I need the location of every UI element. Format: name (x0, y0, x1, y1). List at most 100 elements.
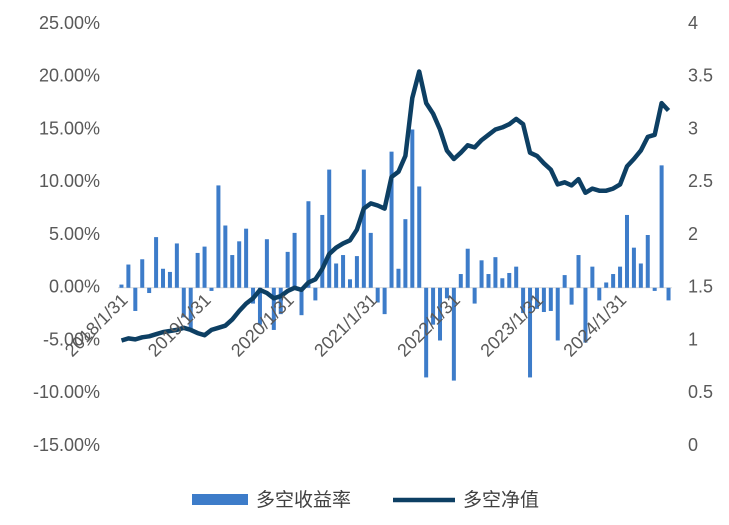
x-tick-label: 2020/1/31 (227, 290, 298, 361)
bar (507, 272, 512, 288)
bar (486, 274, 491, 288)
bar (271, 287, 276, 330)
bar (147, 287, 152, 294)
bar (618, 266, 623, 288)
bar (244, 228, 249, 288)
bar (382, 287, 387, 315)
y2-tick-label: 1.5 (688, 277, 713, 297)
bar (230, 255, 235, 288)
bar (188, 287, 193, 330)
bar (652, 287, 657, 291)
bar (327, 169, 332, 288)
bar (216, 185, 221, 288)
y-tick-label: 5.00% (49, 224, 100, 244)
legend-label: 多空收益率 (256, 489, 351, 511)
bar (285, 251, 290, 288)
bar (292, 232, 297, 288)
bar (611, 274, 616, 288)
bar (458, 274, 463, 288)
bar (361, 169, 366, 288)
bar (431, 287, 436, 325)
bar (451, 287, 456, 381)
y-tick-label: -15.00% (33, 435, 100, 455)
bar (202, 246, 207, 288)
bar (562, 275, 567, 288)
bar (403, 219, 408, 288)
bar (354, 256, 359, 288)
y2-tick-label: 3.5 (688, 66, 713, 86)
bar (389, 151, 394, 288)
line (120, 69, 671, 343)
y-tick-label: 0.00% (49, 277, 100, 297)
bar (174, 243, 179, 288)
y2-tick-label: 4 (688, 13, 698, 33)
x-tick-label: 2021/1/31 (310, 290, 381, 361)
bar (237, 241, 242, 288)
y2-tick-label: 2.5 (688, 171, 713, 191)
bar (590, 266, 595, 288)
bar (161, 268, 166, 288)
bar (597, 287, 602, 301)
bar (659, 165, 664, 288)
x-tick-label: 2019/1/31 (144, 290, 215, 361)
bar (133, 287, 138, 311)
bar (195, 252, 200, 288)
legend-swatch (192, 494, 248, 505)
bar (368, 232, 373, 288)
bar (264, 239, 269, 288)
bar (645, 235, 650, 288)
bar (126, 264, 131, 288)
bar (493, 257, 498, 288)
bar (140, 259, 145, 288)
bar (631, 247, 636, 288)
bar (534, 287, 539, 309)
bar (119, 284, 124, 288)
y-tick-label: -10.00% (33, 382, 100, 402)
y-tick-label: 20.00% (39, 66, 100, 86)
bar (306, 201, 311, 288)
bar (666, 287, 671, 301)
x-tick-label: 2023/1/31 (476, 290, 547, 361)
bar (569, 287, 574, 305)
bar (181, 287, 186, 318)
bar (479, 260, 484, 288)
y2-tick-label: 3 (688, 118, 698, 138)
bar (500, 278, 505, 288)
bar (472, 287, 477, 304)
bar (410, 129, 415, 288)
y2-tick-label: 2 (688, 224, 698, 244)
bar (320, 214, 325, 288)
bar (624, 214, 629, 288)
bar (465, 248, 470, 288)
bar (278, 287, 283, 315)
bar (604, 282, 609, 288)
bar (313, 287, 318, 301)
bar (424, 287, 429, 378)
bar (438, 287, 443, 341)
bar (223, 225, 228, 288)
bar (541, 287, 546, 313)
bar (555, 287, 560, 341)
bar (396, 268, 401, 288)
bar (341, 255, 346, 288)
y2-tick-label: 0.5 (688, 382, 713, 402)
legend-label: 多空净值 (463, 489, 539, 511)
bar (209, 287, 214, 291)
y2-tick-label: 1 (688, 329, 698, 349)
x-tick-label: 2018/1/31 (61, 290, 132, 361)
bar (444, 287, 449, 299)
y-tick-label: 10.00% (39, 171, 100, 191)
y-tick-label: 25.00% (39, 13, 100, 33)
bar (257, 287, 262, 325)
bar (347, 279, 352, 288)
bar (154, 237, 159, 288)
y2-tick-label: 0 (688, 435, 698, 455)
bar (528, 287, 533, 378)
bar (583, 287, 588, 343)
bar (299, 287, 304, 316)
bar (167, 271, 172, 288)
bar (576, 255, 581, 288)
bar (514, 266, 519, 288)
bar (521, 287, 526, 314)
